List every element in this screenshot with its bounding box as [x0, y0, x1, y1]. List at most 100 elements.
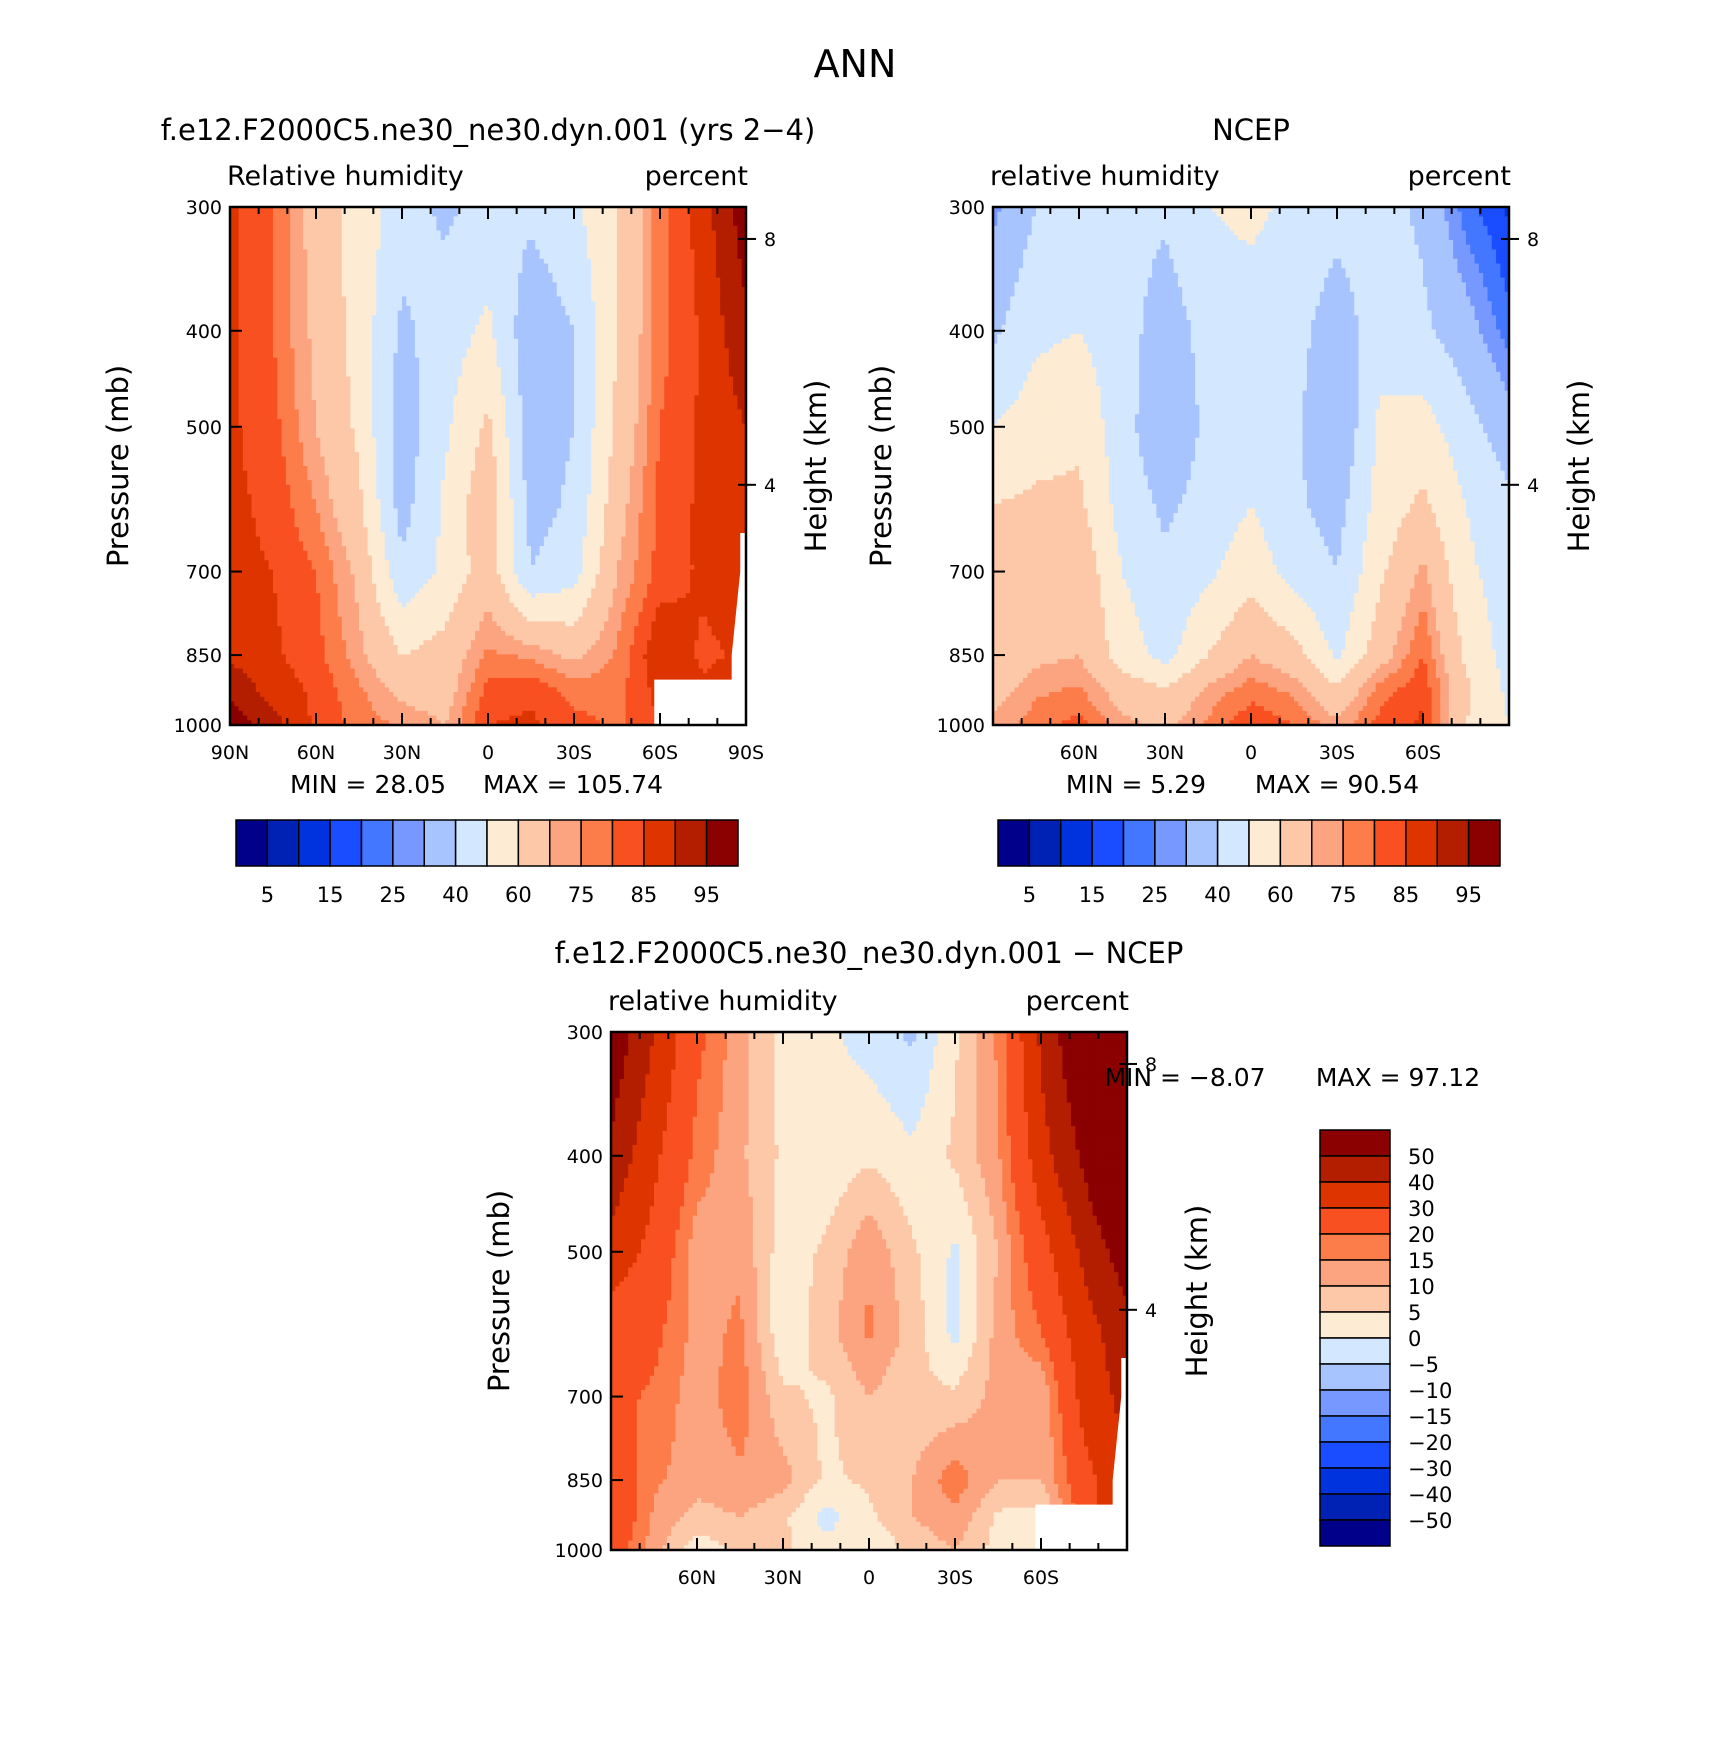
field-cell	[346, 564, 351, 571]
field-cell	[371, 663, 377, 670]
field-cell	[414, 659, 420, 665]
field-cell	[242, 258, 248, 265]
field-cell	[307, 456, 313, 462]
field-cell	[406, 395, 412, 401]
field-cell	[337, 536, 343, 542]
field-cell	[367, 640, 373, 646]
field-cell	[290, 475, 296, 481]
field-cell	[414, 442, 420, 448]
field-cell	[359, 588, 364, 594]
field-cell	[380, 635, 386, 641]
field-cell	[419, 400, 425, 406]
field-cell	[320, 569, 326, 575]
field-cell	[247, 254, 253, 260]
field-cell	[328, 272, 334, 279]
field-cell	[285, 644, 291, 651]
field-cell	[354, 211, 360, 218]
field-cell	[410, 395, 416, 401]
field-cell	[337, 423, 343, 429]
field-cell	[230, 536, 235, 542]
field-cell	[255, 494, 261, 500]
field-cell	[285, 296, 291, 302]
field-cell	[273, 207, 278, 213]
field-cell	[414, 409, 420, 415]
field-cell	[367, 362, 373, 368]
field-cell	[393, 381, 399, 387]
field-cell	[260, 254, 265, 260]
field-cell	[324, 644, 330, 651]
field-cell	[251, 517, 257, 524]
field-cell	[376, 550, 382, 557]
field-cell	[371, 715, 377, 721]
field-cell	[298, 423, 304, 429]
field-cell	[242, 687, 248, 693]
field-cell	[389, 706, 394, 712]
field-cell	[281, 263, 287, 269]
field-cell	[328, 404, 334, 411]
field-cell	[346, 221, 351, 227]
field-cell	[423, 329, 429, 335]
field-cell	[393, 593, 399, 599]
field-cell	[354, 654, 360, 660]
field-cell	[268, 301, 274, 307]
field-cell	[419, 263, 425, 269]
field-cell	[307, 451, 313, 458]
field-cell	[251, 607, 257, 613]
field-cell	[337, 320, 343, 326]
field-cell	[324, 508, 330, 514]
field-cell	[354, 710, 360, 717]
field-cell	[303, 447, 308, 453]
field-cell	[384, 466, 390, 472]
field-cell	[268, 635, 274, 641]
field-cell	[264, 352, 270, 359]
field-cell	[406, 385, 412, 392]
field-cell	[255, 357, 261, 363]
field-cell	[389, 263, 394, 269]
field-cell	[251, 696, 257, 703]
field-cell	[384, 654, 390, 660]
field-cell	[251, 546, 257, 552]
field-cell	[260, 442, 265, 448]
field-cell	[359, 696, 364, 703]
field-cell	[419, 258, 425, 265]
field-cell	[298, 244, 304, 250]
field-cell	[380, 456, 386, 462]
field-cell	[406, 343, 412, 349]
field-cell	[238, 447, 244, 453]
field-cell	[234, 268, 240, 274]
field-cell	[285, 588, 291, 594]
field-cell	[303, 588, 308, 594]
field-cell	[393, 357, 399, 363]
field-cell	[311, 710, 317, 717]
field-cell	[281, 640, 287, 646]
field-cell	[337, 348, 343, 354]
field-cell	[346, 659, 351, 665]
field-cell	[376, 400, 382, 406]
field-cell	[285, 536, 291, 542]
field-cell	[402, 489, 407, 495]
field-cell	[333, 324, 339, 331]
field-cell	[350, 404, 356, 411]
field-cell	[359, 663, 364, 670]
field-cell	[298, 451, 304, 458]
field-cell	[384, 451, 390, 458]
field-cell	[354, 522, 360, 528]
field-cell	[316, 456, 321, 462]
field-cell	[376, 616, 382, 622]
field-cell	[410, 291, 416, 298]
field-cell	[380, 367, 386, 373]
field-cell	[393, 644, 399, 651]
field-cell	[307, 348, 313, 354]
field-cell	[303, 541, 308, 547]
field-cell	[410, 409, 416, 415]
field-cell	[350, 367, 356, 373]
field-cell	[264, 541, 270, 547]
field-cell	[247, 706, 253, 712]
field-cell	[251, 555, 257, 561]
field-cell	[311, 503, 317, 509]
field-cell	[402, 503, 407, 509]
field-cell	[350, 668, 356, 674]
field-cell	[273, 470, 278, 477]
field-cell	[402, 692, 407, 698]
field-cell	[346, 475, 351, 481]
